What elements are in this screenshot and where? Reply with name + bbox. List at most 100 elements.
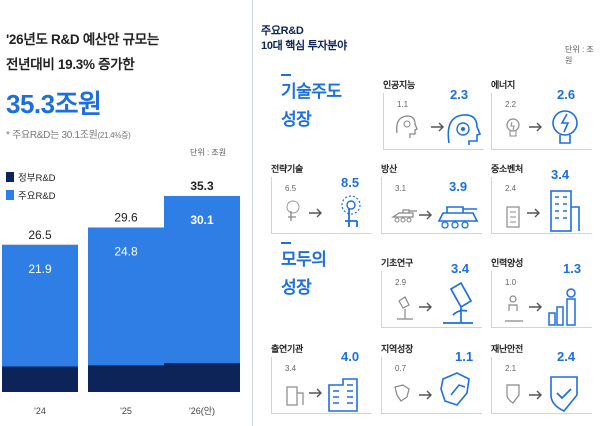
- headline-line-1: '26년도 R&D 예산안 규모는: [6, 32, 159, 47]
- section-tech-growth: 기술주도 성장: [281, 74, 342, 134]
- microscope-icon: [397, 281, 473, 324]
- card-research-institutes: 출연기관 3.4 4.0: [271, 342, 381, 414]
- left-panel: '26년도 R&D 예산안 규모는 전년대비 19.3% 증가한 35.3조원 …: [0, 0, 252, 426]
- bar-major-rd-0: [2, 244, 78, 367]
- chart-unit-label: 단위 : 조원: [190, 148, 227, 157]
- card-talent: 인력양성 1.0 1.3: [491, 256, 600, 328]
- card-energy-frame: [491, 93, 592, 150]
- card-sme-venture-name: 중소벤처: [491, 164, 523, 174]
- legend-item-major-rd: 주요R&D: [6, 188, 56, 202]
- major-rd-value-label-0: 21.9: [28, 262, 52, 276]
- major-rd-note-main: * 주요R&D는 30.1조원: [6, 130, 98, 141]
- x-tick-label-1: '25: [120, 406, 132, 416]
- investment-title-line-2: 10대 핵심 투자분야: [261, 40, 347, 52]
- gov-rd-value-label-2: 35.3: [190, 179, 214, 193]
- major-rd-value-label-1: 24.8: [114, 245, 138, 259]
- card-disaster-safety-new-value: 2.4: [557, 349, 576, 364]
- legend-label-major-rd: 주요R&D: [18, 191, 56, 202]
- card-talent-frame: [491, 271, 592, 328]
- section-tech-growth-line-2: 성장: [281, 110, 312, 129]
- major-rd-note-small: (21.4%증): [97, 131, 131, 140]
- budget-bar-chart: 26.5 21.9 '24 29.6 24.8 '25 35.3 30.1 '26(안): [2, 179, 240, 416]
- major-rd-value-label-2: 30.1: [190, 213, 214, 227]
- card-disaster-safety: 재난안전 2.1 2.4: [491, 342, 600, 414]
- card-ai: 인공지능 1.1 2.3: [383, 78, 493, 150]
- right-panel: 주요R&D 10대 핵심 투자분야 단위 : 조원 기술주도 성장 모두의 성장…: [253, 0, 600, 426]
- lightbulb-icon: [506, 110, 578, 144]
- card-basic-research-new-value: 3.4: [451, 261, 470, 276]
- card-strategic-tech: 전략기술 6.5 8.5: [271, 162, 381, 234]
- ai-head-icon: [396, 114, 482, 145]
- institute-building-icon: [286, 378, 358, 412]
- card-defense-name: 방산: [381, 164, 397, 174]
- card-strategic-tech-frame: [271, 177, 372, 234]
- section-shared-growth-line-1: 모두의: [281, 250, 327, 269]
- gov-rd-value-label-1: 29.6: [114, 211, 138, 225]
- section-shared-growth-line-2: 성장: [281, 278, 312, 297]
- section-dash: [281, 242, 291, 244]
- card-sme-venture: 중소벤처 2.4 3.4: [491, 162, 600, 234]
- card-regional-growth: 지역성장 0.7 1.1: [381, 342, 491, 414]
- card-talent-old-value: 1.0: [505, 278, 517, 287]
- card-disaster-safety-frame: [491, 357, 592, 414]
- card-ai-frame: [383, 93, 484, 150]
- legend-swatch-gov-rd: [6, 172, 14, 182]
- touch-tech-icon: [286, 195, 361, 227]
- card-basic-research-name: 기초연구: [381, 258, 413, 268]
- card-research-institutes-name: 출연기관: [271, 344, 303, 354]
- card-energy-old-value: 2.2: [505, 100, 517, 109]
- section-tech-growth-line-1: 기술주도: [281, 82, 342, 101]
- card-energy-new-value: 2.6: [557, 87, 576, 102]
- card-research-institutes-old-value: 3.4: [285, 364, 297, 373]
- card-ai-name: 인공지능: [383, 80, 415, 90]
- card-regional-growth-new-value: 1.1: [455, 349, 474, 364]
- card-strategic-tech-old-value: 6.5: [285, 184, 297, 193]
- x-tick-label-0: '24: [34, 406, 46, 416]
- safety-shield-icon: [506, 376, 578, 412]
- section-dash: [281, 74, 291, 76]
- card-talent-new-value: 1.3: [563, 261, 582, 276]
- card-basic-research-old-value: 2.9: [395, 278, 407, 287]
- investment-title-line-1: 주요R&D: [261, 25, 304, 37]
- legend-swatch-major-rd: [6, 190, 14, 200]
- building-icon: [506, 190, 580, 232]
- gov-rd-value-label-0: 26.5: [28, 228, 52, 242]
- card-ai-old-value: 1.1: [397, 100, 409, 109]
- card-regional-growth-frame: [381, 357, 482, 414]
- panel-divider: [252, 0, 253, 426]
- card-defense-frame: [381, 177, 482, 234]
- bar-major-rd-1: [88, 227, 164, 366]
- tank-icon: [391, 206, 479, 229]
- card-research-institutes-frame: [271, 357, 372, 414]
- card-strategic-tech-name: 전략기술: [271, 164, 303, 174]
- card-ai-new-value: 2.3: [450, 87, 469, 102]
- region-map-icon: [394, 372, 470, 406]
- card-defense-old-value: 3.1: [395, 184, 407, 193]
- card-energy-name: 에너지: [491, 80, 515, 90]
- legend-item-gov-rd: 정부R&D: [6, 170, 56, 184]
- legend-label-gov-rd: 정부R&D: [18, 173, 56, 184]
- investment-unit-label: 단위 : 조원: [565, 45, 594, 65]
- section-shared-growth: 모두의 성장: [281, 242, 327, 302]
- card-defense-new-value: 3.9: [449, 179, 468, 194]
- card-defense: 방산 3.1 3.9: [381, 162, 491, 234]
- card-energy: 에너지 2.2 2.6: [491, 78, 600, 150]
- major-rd-note: * 주요R&D는 30.1조원(21.4%증): [6, 126, 131, 141]
- card-disaster-safety-name: 재난안전: [491, 344, 523, 354]
- headline-line-2: 전년대비 19.3% 증가한: [6, 57, 135, 72]
- card-strategic-tech-new-value: 8.5: [341, 175, 360, 190]
- card-research-institutes-new-value: 4.0: [341, 349, 360, 364]
- person-growth-icon: [505, 288, 576, 326]
- x-tick-label-2: '26(안): [189, 406, 215, 416]
- card-basic-research-frame: [381, 271, 482, 328]
- card-sme-venture-frame: [491, 177, 592, 234]
- card-sme-venture-old-value: 2.4: [505, 184, 517, 193]
- total-budget-value: 35.3조원: [6, 89, 102, 119]
- card-regional-growth-name: 지역성장: [381, 344, 413, 354]
- bar-major-rd-2: [164, 196, 240, 364]
- card-sme-venture-new-value: 3.4: [551, 167, 570, 182]
- card-disaster-safety-old-value: 2.1: [505, 364, 517, 373]
- card-talent-name: 인력양성: [491, 258, 523, 268]
- card-regional-growth-old-value: 0.7: [395, 364, 407, 373]
- card-basic-research: 기초연구 2.9 3.4: [381, 256, 491, 328]
